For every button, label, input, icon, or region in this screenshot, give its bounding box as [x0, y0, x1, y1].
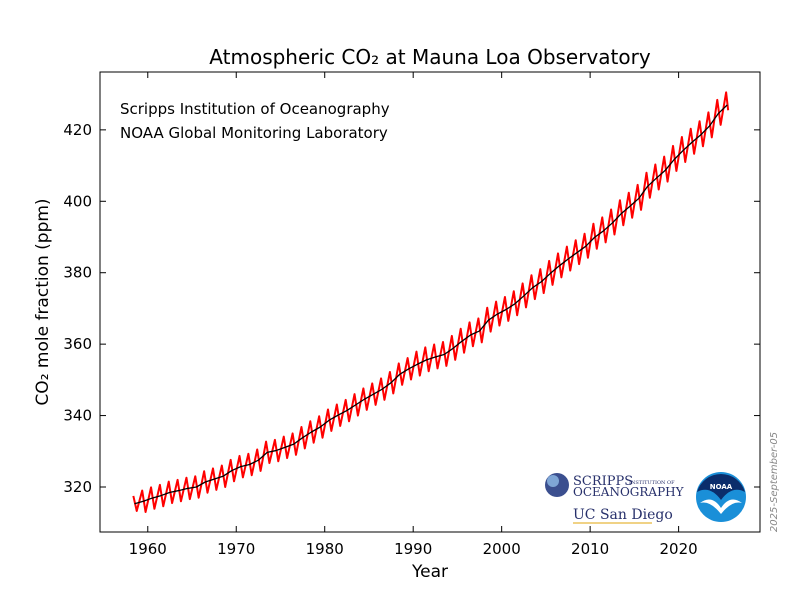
- y-tick-label: 380: [63, 264, 92, 282]
- chart-title: Atmospheric CO₂ at Mauna Loa Observatory: [209, 45, 651, 69]
- y-tick-label: 320: [63, 478, 92, 496]
- y-axis-label: CO₂ mole fraction (ppm): [33, 198, 53, 405]
- logo-wave: [700, 499, 742, 514]
- date-stamp: 2025-September-05: [769, 432, 780, 532]
- scripps-logo: SCRIPPS INSTITUTION OF OCEANOGRAPHY UC S…: [545, 473, 685, 524]
- y-tick-label: 420: [63, 121, 92, 139]
- data-line: [134, 104, 728, 505]
- x-axis-label: Year: [411, 562, 448, 582]
- x-tick-label: 2020: [660, 540, 698, 558]
- x-tick-label: 1970: [217, 540, 255, 558]
- plot-frame: [99, 71, 761, 533]
- logo-text: UC San Diego: [573, 507, 673, 523]
- logo-top: [697, 474, 745, 500]
- x-tick-label: 1980: [306, 540, 344, 558]
- x-tick-label: 2010: [571, 540, 609, 558]
- annotation: NOAA Global Monitoring Laboratory: [120, 124, 388, 142]
- x-tick-label: 1990: [394, 540, 432, 558]
- x-tick-label: 2000: [483, 540, 521, 558]
- logo-text: INSTITUTION OF: [629, 480, 675, 486]
- logo-text: NOAA: [710, 483, 733, 491]
- noaa-logo: NOAA: [696, 472, 746, 522]
- logo-text: OCEANOGRAPHY: [573, 485, 685, 499]
- y-tick-label: 360: [63, 335, 92, 353]
- y-tick-label: 400: [63, 192, 92, 210]
- annotation: Scripps Institution of Oceanography: [120, 100, 390, 118]
- x-tick-label: 1960: [129, 540, 167, 558]
- logo-text: SCRIPPS: [573, 474, 633, 489]
- logo-globe-highlight: [547, 475, 559, 487]
- y-tick-label: 340: [63, 407, 92, 425]
